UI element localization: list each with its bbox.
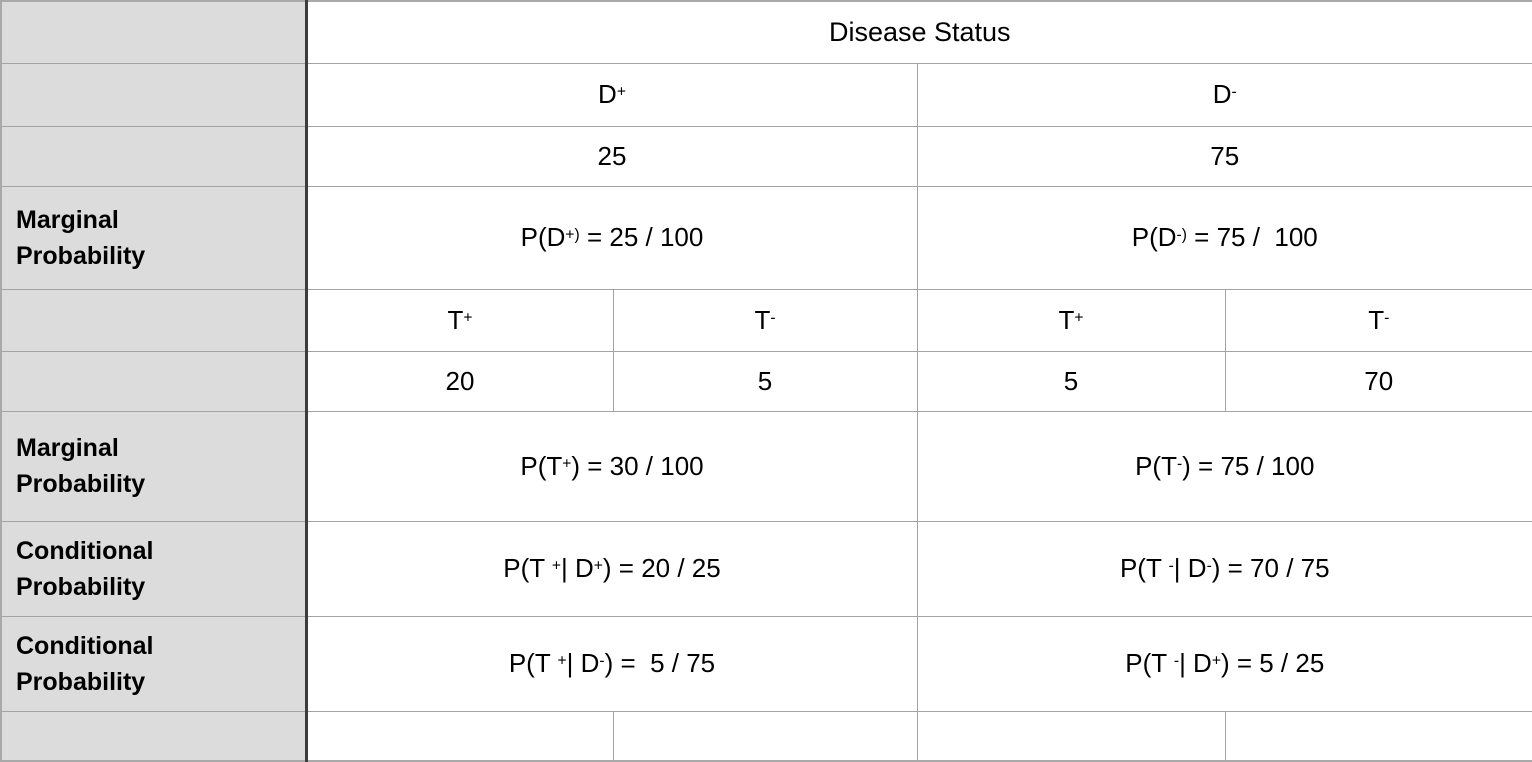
row-label-marginal-probability: Marginal Probability — [0, 410, 308, 522]
col-header-t-negative-given-dneg: T- — [1224, 288, 1532, 352]
formula-marginal-t-negative: P(T-) = 75 / 100 — [916, 410, 1532, 522]
table-row-disease-headers: D+ D- — [0, 62, 1532, 127]
row-label-empty — [0, 0, 308, 64]
col-header-t-positive-given-dneg: T+ — [916, 288, 1226, 352]
table-row-title: Disease Status — [0, 0, 1532, 64]
formula-marginal-t-positive: P(T+) = 30 / 100 — [305, 410, 918, 522]
count-d-negative: 75 — [916, 125, 1532, 187]
count-t-positive-given-dpos: 20 — [305, 350, 614, 412]
col-header-t-positive-given-dpos: T+ — [305, 288, 614, 352]
table-row-partial-clipped — [0, 710, 1532, 762]
count-d-positive: 25 — [305, 125, 918, 187]
row-label-marginal-probability: Marginal Probability — [0, 185, 308, 290]
table-title: Disease Status — [305, 0, 1532, 64]
table-row-conditional-2: Conditional Probability P(T +| D-) = 5 /… — [0, 615, 1532, 712]
formula-marginal-d-negative: P(D-) = 75 / 100 — [916, 185, 1532, 290]
table-row-test-headers: T+ T- T+ T- — [0, 288, 1532, 352]
count-t-negative-given-dpos: 5 — [612, 350, 918, 412]
empty-cell — [1224, 710, 1532, 762]
table-row-conditional-1: Conditional Probability P(T +| D+) = 20 … — [0, 520, 1532, 617]
row-label-empty — [0, 710, 308, 762]
row-label-conditional-probability: Conditional Probability — [0, 615, 308, 712]
empty-cell — [305, 710, 614, 762]
row-label-empty — [0, 350, 308, 412]
row-label-empty — [0, 288, 308, 352]
formula-conditional-tneg-given-dneg: P(T -| D-) = 70 / 75 — [916, 520, 1532, 617]
row-label-empty — [0, 125, 308, 187]
formula-conditional-tneg-given-dpos: P(T -| D+) = 5 / 25 — [916, 615, 1532, 712]
col-header-d-negative: D- — [916, 62, 1532, 127]
col-header-t-negative-given-dpos: T- — [612, 288, 918, 352]
table-row-disease-marginal: Marginal Probability P(D+) = 25 / 100 P(… — [0, 185, 1532, 290]
formula-conditional-tpos-given-dneg: P(T +| D-) = 5 / 75 — [305, 615, 918, 712]
formula-conditional-tpos-given-dpos: P(T +| D+) = 20 / 25 — [305, 520, 918, 617]
table-row-disease-counts: 25 75 — [0, 125, 1532, 187]
formula-marginal-d-positive: P(D+) = 25 / 100 — [305, 185, 918, 290]
count-t-negative-given-dneg: 70 — [1224, 350, 1532, 412]
row-label-empty — [0, 62, 308, 127]
row-label-conditional-probability: Conditional Probability — [0, 520, 308, 617]
table-row-test-counts: 20 5 5 70 — [0, 350, 1532, 412]
count-t-positive-given-dneg: 5 — [916, 350, 1226, 412]
col-header-d-positive: D+ — [305, 62, 918, 127]
empty-cell — [612, 710, 918, 762]
empty-cell — [916, 710, 1226, 762]
table-row-test-marginal: Marginal Probability P(T+) = 30 / 100 P(… — [0, 410, 1532, 522]
